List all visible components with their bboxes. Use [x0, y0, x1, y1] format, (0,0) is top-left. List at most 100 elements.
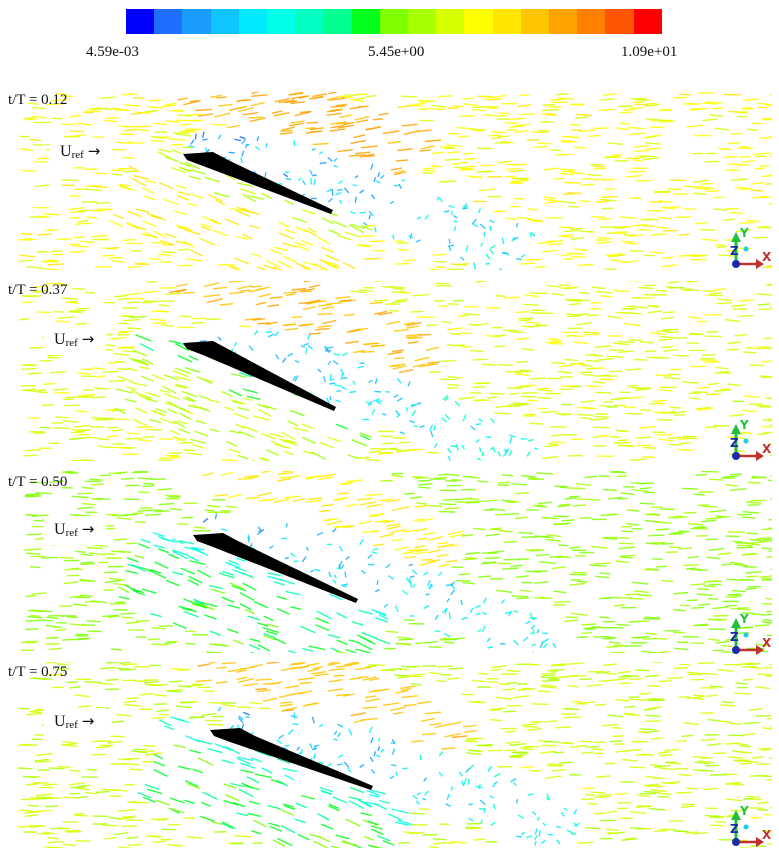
velocity-vector	[22, 301, 33, 304]
velocity-vector	[396, 397, 403, 402]
axis-y-label: Y	[740, 418, 749, 432]
velocity-vector	[113, 352, 129, 356]
velocity-vector	[687, 673, 702, 676]
velocity-vector	[554, 601, 571, 603]
velocity-vector	[284, 450, 295, 456]
velocity-vector	[297, 833, 310, 841]
velocity-vector	[555, 153, 572, 156]
velocity-vector	[283, 323, 297, 327]
velocity-vector	[371, 551, 378, 555]
velocity-vector	[758, 136, 772, 140]
velocity-vector	[527, 793, 534, 796]
velocity-vector	[248, 644, 261, 651]
velocity-vector	[67, 311, 83, 314]
velocity-vector	[131, 750, 148, 754]
velocity-vector	[478, 575, 492, 578]
velocity-vector	[204, 282, 220, 288]
velocity-vector	[450, 589, 456, 596]
velocity-vector	[356, 497, 373, 501]
velocity-vector	[304, 299, 321, 304]
flapping-plate	[193, 533, 358, 603]
velocity-vector	[447, 303, 459, 305]
velocity-vector	[581, 798, 595, 801]
velocity-vector	[701, 519, 717, 523]
velocity-vector	[570, 744, 587, 748]
velocity-vector	[520, 113, 535, 116]
velocity-vector	[414, 544, 426, 549]
velocity-vector	[750, 189, 764, 192]
velocity-vector	[377, 311, 393, 316]
velocity-vector	[525, 835, 532, 839]
velocity-vector	[201, 601, 218, 608]
velocity-vector	[629, 107, 643, 110]
velocity-vector	[332, 360, 339, 365]
velocity-vector	[108, 219, 123, 228]
velocity-vector	[503, 540, 517, 543]
velocity-vector	[382, 840, 395, 846]
velocity-vector	[462, 207, 469, 210]
velocity-vector	[390, 167, 403, 171]
velocity-vector	[721, 701, 734, 704]
velocity-vector	[212, 229, 228, 237]
velocity-vector	[360, 812, 372, 817]
velocity-vector	[238, 715, 244, 721]
velocity-vector	[427, 580, 431, 587]
velocity-vector	[184, 161, 200, 170]
velocity-vector	[700, 182, 713, 185]
velocity-vector	[136, 111, 152, 114]
velocity-vector	[237, 406, 250, 412]
velocity-vector	[405, 406, 408, 412]
velocity-vector	[668, 436, 682, 440]
velocity-vector	[143, 195, 156, 201]
velocity-vector	[36, 391, 48, 394]
velocity-vector	[624, 837, 636, 840]
velocity-vector	[508, 434, 516, 438]
velocity-vector	[422, 167, 436, 170]
velocity-vector	[491, 709, 502, 712]
velocity-vector	[180, 567, 196, 575]
velocity-vector	[188, 355, 199, 361]
velocity-vector	[251, 830, 262, 835]
velocity-vector	[416, 792, 421, 796]
velocity-vector	[40, 359, 53, 362]
velocity-vector	[244, 317, 261, 321]
velocity-vector	[282, 440, 298, 446]
velocity-vector	[714, 288, 726, 291]
velocity-vector	[314, 300, 327, 303]
velocity-vector	[440, 747, 456, 750]
velocity-vector	[447, 106, 459, 110]
velocity-vector	[536, 387, 550, 390]
velocity-vector	[560, 376, 573, 378]
velocity-vector	[516, 360, 529, 363]
velocity-vector	[468, 764, 475, 770]
velocity-vector	[137, 509, 152, 513]
velocity-vector	[656, 565, 668, 568]
velocity-vector	[192, 193, 204, 199]
velocity-vector	[77, 795, 89, 799]
velocity-vector	[359, 764, 365, 769]
velocity-vector	[636, 387, 651, 390]
velocity-vector	[120, 612, 136, 615]
velocity-vector	[508, 392, 520, 395]
velocity-vector	[173, 744, 186, 749]
velocity-vector	[654, 190, 671, 194]
velocity-vector	[582, 373, 598, 377]
velocity-vector	[284, 199, 295, 206]
velocity-vector	[690, 583, 706, 586]
velocity-vector	[335, 497, 349, 501]
velocity-vector	[492, 803, 496, 810]
velocity-vector	[171, 538, 184, 545]
velocity-vector	[585, 353, 597, 356]
velocity-vector	[366, 789, 380, 796]
velocity-vector	[652, 399, 667, 403]
velocity-vector	[690, 365, 706, 368]
velocity-vector	[182, 146, 193, 149]
velocity-vector	[724, 318, 741, 323]
velocity-vector	[453, 220, 458, 223]
velocity-vector	[201, 131, 205, 139]
velocity-vector	[564, 358, 578, 362]
velocity-vector	[375, 754, 381, 758]
velocity-vector	[183, 100, 199, 106]
velocity-vector	[117, 586, 130, 594]
velocity-vector	[704, 313, 722, 316]
